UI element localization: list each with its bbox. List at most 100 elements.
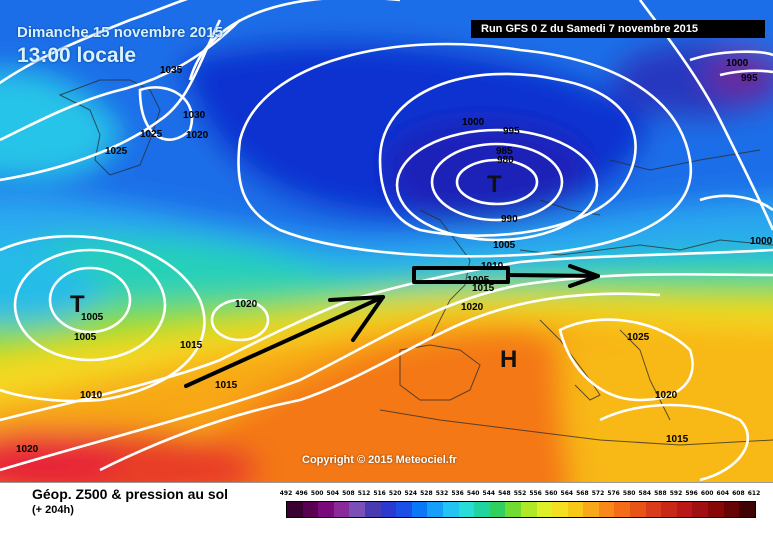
forecast-offset: (+ 204h) <box>32 504 74 516</box>
scale-label: 528 <box>420 490 433 497</box>
pressure-label: 1005 <box>81 312 104 323</box>
scale-swatch <box>505 502 521 517</box>
pressure-label: 1010 <box>80 390 103 401</box>
scale-label: 504 <box>326 490 340 497</box>
pressure-label: 1015 <box>666 434 689 445</box>
scale-swatch <box>318 502 334 517</box>
scale-swatch <box>598 502 615 517</box>
copyright-notice: Copyright © 2015 Meteociel.fr <box>302 454 457 466</box>
scale-label: 556 <box>529 490 542 497</box>
pressure-label: 1005 <box>493 240 516 251</box>
low-pressure-marker: T <box>70 291 85 318</box>
scale-label: 544 <box>482 490 496 497</box>
scale-label: 608 <box>732 490 745 497</box>
pressure-label: 1005 <box>467 275 490 286</box>
scale-swatch <box>474 502 490 517</box>
pressure-label: 990 <box>501 214 518 225</box>
jet-stream-arrow-east <box>412 264 600 288</box>
scale-label: 508 <box>342 490 355 497</box>
scale-label: 536 <box>451 490 464 497</box>
scale-label: 580 <box>622 490 636 497</box>
pressure-label: 980 <box>497 155 514 166</box>
pressure-label: 1005 <box>74 332 97 343</box>
pressure-label: 1015 <box>472 283 495 294</box>
pressure-label: 1025 <box>105 146 128 157</box>
scale-swatch <box>458 502 475 517</box>
scale-swatch <box>567 502 584 517</box>
pressure-label: 1015 <box>215 380 238 391</box>
scale-swatch <box>552 502 568 517</box>
pressure-label: 1000 <box>750 236 773 247</box>
pressure-label: 1025 <box>627 332 650 343</box>
scale-label: 500 <box>310 490 324 497</box>
scale-label: 604 <box>716 490 730 497</box>
scale-label: 520 <box>388 490 402 497</box>
pressure-label: 995 <box>503 126 520 137</box>
pressure-label: 995 <box>741 73 758 84</box>
pressure-label: 1025 <box>140 129 163 140</box>
legend-title: Géop. Z500 & pression au sol <box>32 486 229 502</box>
scale-label: 492 <box>279 490 293 497</box>
pressure-label: 985 <box>496 146 513 157</box>
scale-swatch <box>739 502 755 517</box>
scale-label: 532 <box>435 490 449 497</box>
scale-label: 584 <box>638 490 652 497</box>
pressure-label: 1020 <box>235 299 258 310</box>
legend-footer: Géop. Z500 & pression au sol (+ 204h) 49… <box>0 482 773 536</box>
scale-label: 496 <box>295 490 308 497</box>
scale-swatch <box>396 502 412 517</box>
color-scale-labels: 492 496 500 504 508 512 516 520 524 528 532 536 540 5… <box>280 490 761 500</box>
coastlines <box>58 79 773 446</box>
pressure-label: 1020 <box>461 302 484 313</box>
pressure-label: 1020 <box>186 130 209 141</box>
pressure-label: 1015 <box>180 340 203 351</box>
scale-label: 548 <box>498 490 511 497</box>
scale-label: 516 <box>373 490 386 497</box>
scale-swatch <box>380 502 397 517</box>
scale-label: 524 <box>404 490 418 497</box>
forecast-date: Dimanche 15 novembre 2015 <box>17 24 223 41</box>
scale-swatch <box>676 502 693 517</box>
scale-label: 564 <box>560 490 574 497</box>
pressure-label: 1000 <box>726 58 749 69</box>
scale-swatch <box>287 502 303 517</box>
pressure-label: 1035 <box>160 65 183 76</box>
scale-swatch <box>645 502 662 517</box>
scale-swatch <box>583 502 599 517</box>
scale-swatch <box>661 502 677 517</box>
scale-swatch <box>692 502 709 517</box>
pressure-label: 1020 <box>655 390 678 401</box>
scale-label: 552 <box>513 490 527 497</box>
scale-label: 576 <box>607 490 620 497</box>
pressure-systems: T T H <box>70 171 517 373</box>
scale-swatch <box>442 502 459 517</box>
scale-label: 560 <box>544 490 558 497</box>
scale-label: 572 <box>591 490 605 497</box>
scale-label: 588 <box>654 490 667 497</box>
pressure-label: 1000 <box>462 117 485 128</box>
scale-swatch <box>489 502 506 517</box>
forecast-time: 13:00 locale <box>17 44 137 67</box>
high-pressure-marker: H <box>500 346 517 373</box>
scale-label: 600 <box>700 490 714 497</box>
color-scale-bar <box>286 501 756 518</box>
scale-swatch <box>614 502 631 517</box>
scale-swatch <box>333 502 350 517</box>
scale-swatch <box>302 502 319 517</box>
scale-label: 612 <box>747 490 761 497</box>
pressure-label: 1020 <box>16 444 39 455</box>
scale-label: 568 <box>576 490 589 497</box>
scale-label: 512 <box>357 490 371 497</box>
scale-swatch <box>349 502 365 517</box>
scale-swatch <box>723 502 740 517</box>
scale-label: 592 <box>669 490 683 497</box>
scale-swatch <box>520 502 537 517</box>
scale-swatch <box>427 502 443 517</box>
run-info: Run GFS 0 Z du Samedi 7 novembre 2015 <box>471 20 765 38</box>
pressure-label: 1030 <box>183 110 206 121</box>
scale-swatch <box>630 502 646 517</box>
scale-swatch <box>411 502 428 517</box>
scale-label: 540 <box>466 490 480 497</box>
